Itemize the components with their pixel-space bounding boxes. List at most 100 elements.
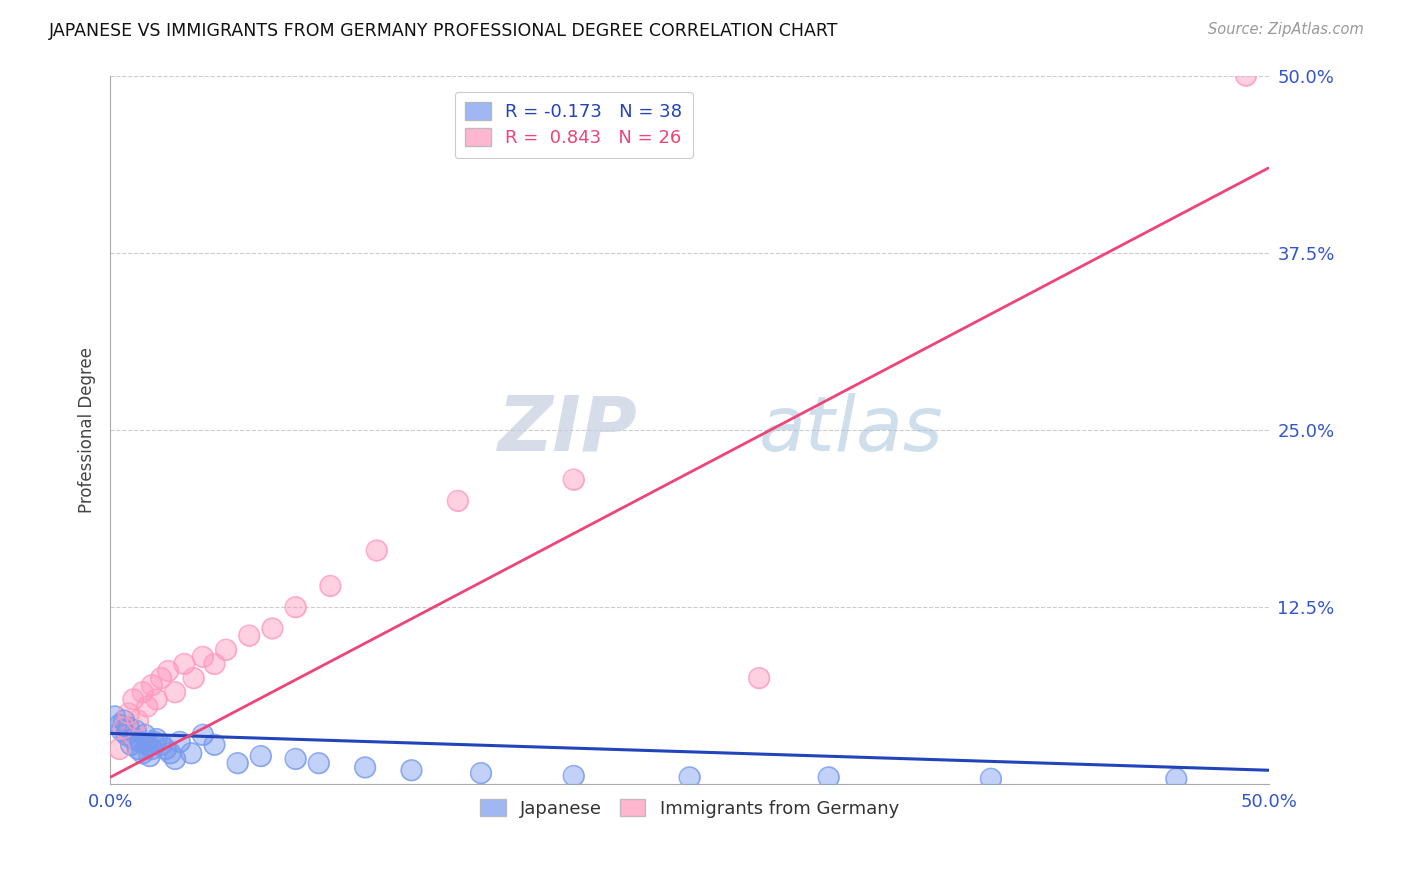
Text: ZIP: ZIP	[498, 393, 637, 467]
Point	[136, 699, 159, 714]
Point	[748, 671, 770, 685]
Point	[1234, 69, 1257, 83]
Point	[447, 494, 470, 508]
Point	[141, 678, 163, 692]
Point	[250, 749, 273, 764]
Point	[562, 473, 585, 487]
Point	[165, 685, 187, 699]
Point	[980, 772, 1002, 786]
Point	[165, 685, 187, 699]
Point	[118, 721, 141, 735]
Point	[145, 732, 167, 747]
Point	[127, 742, 149, 756]
Point	[238, 629, 260, 643]
Point	[191, 728, 214, 742]
Point	[817, 770, 839, 784]
Point	[108, 742, 131, 756]
Point	[111, 723, 134, 738]
Point	[138, 749, 160, 764]
Point	[122, 732, 145, 747]
Point	[157, 664, 180, 678]
Point	[120, 738, 142, 752]
Point	[401, 764, 423, 778]
Point	[124, 723, 146, 738]
Point	[284, 752, 307, 766]
Point	[173, 657, 195, 671]
Point	[159, 746, 181, 760]
Point	[354, 760, 377, 774]
Point	[108, 718, 131, 732]
Text: JAPANESE VS IMMIGRANTS FROM GERMANY PROFESSIONAL DEGREE CORRELATION CHART: JAPANESE VS IMMIGRANTS FROM GERMANY PROF…	[49, 22, 839, 40]
Point	[817, 770, 839, 784]
Point	[118, 721, 141, 735]
Point	[108, 742, 131, 756]
Point	[191, 649, 214, 664]
Point	[127, 742, 149, 756]
Point	[112, 721, 135, 735]
Point	[104, 709, 127, 723]
Point	[183, 671, 205, 685]
Point	[136, 738, 159, 752]
Point	[215, 642, 238, 657]
Point	[165, 752, 187, 766]
Point	[131, 746, 153, 760]
Point	[1166, 772, 1188, 786]
Point	[165, 752, 187, 766]
Point	[1166, 772, 1188, 786]
Legend: Japanese, Immigrants from Germany: Japanese, Immigrants from Germany	[472, 792, 907, 825]
Point	[191, 728, 214, 742]
Point	[562, 769, 585, 783]
Point	[129, 735, 152, 749]
Point	[173, 657, 195, 671]
Point	[150, 738, 173, 752]
Point	[157, 664, 180, 678]
Point	[980, 772, 1002, 786]
Point	[118, 706, 141, 721]
Point	[141, 742, 163, 756]
Point	[169, 735, 191, 749]
Point	[366, 543, 388, 558]
Point	[145, 732, 167, 747]
Point	[150, 738, 173, 752]
Point	[108, 718, 131, 732]
Point	[141, 742, 163, 756]
Point	[136, 699, 159, 714]
Point	[183, 671, 205, 685]
Point	[319, 579, 342, 593]
Point	[204, 657, 226, 671]
Point	[111, 723, 134, 738]
Point	[138, 749, 160, 764]
Point	[141, 678, 163, 692]
Point	[136, 738, 159, 752]
Point	[401, 764, 423, 778]
Point	[562, 473, 585, 487]
Point	[131, 746, 153, 760]
Point	[238, 629, 260, 643]
Point	[447, 494, 470, 508]
Point	[155, 742, 177, 756]
Point	[308, 756, 330, 771]
Point	[262, 622, 284, 636]
Point	[159, 746, 181, 760]
Point	[204, 738, 226, 752]
Point	[112, 714, 135, 728]
Y-axis label: Professional Degree: Professional Degree	[79, 347, 96, 513]
Point	[122, 692, 145, 706]
Point	[262, 622, 284, 636]
Point	[191, 649, 214, 664]
Point	[112, 714, 135, 728]
Point	[134, 728, 156, 742]
Point	[143, 735, 166, 749]
Point	[470, 766, 492, 780]
Point	[127, 714, 149, 728]
Point	[127, 714, 149, 728]
Point	[284, 600, 307, 615]
Text: Source: ZipAtlas.com: Source: ZipAtlas.com	[1208, 22, 1364, 37]
Point	[145, 692, 167, 706]
Point	[284, 600, 307, 615]
Point	[226, 756, 249, 771]
Text: atlas: atlas	[759, 393, 943, 467]
Point	[284, 752, 307, 766]
Point	[204, 657, 226, 671]
Point	[180, 746, 202, 760]
